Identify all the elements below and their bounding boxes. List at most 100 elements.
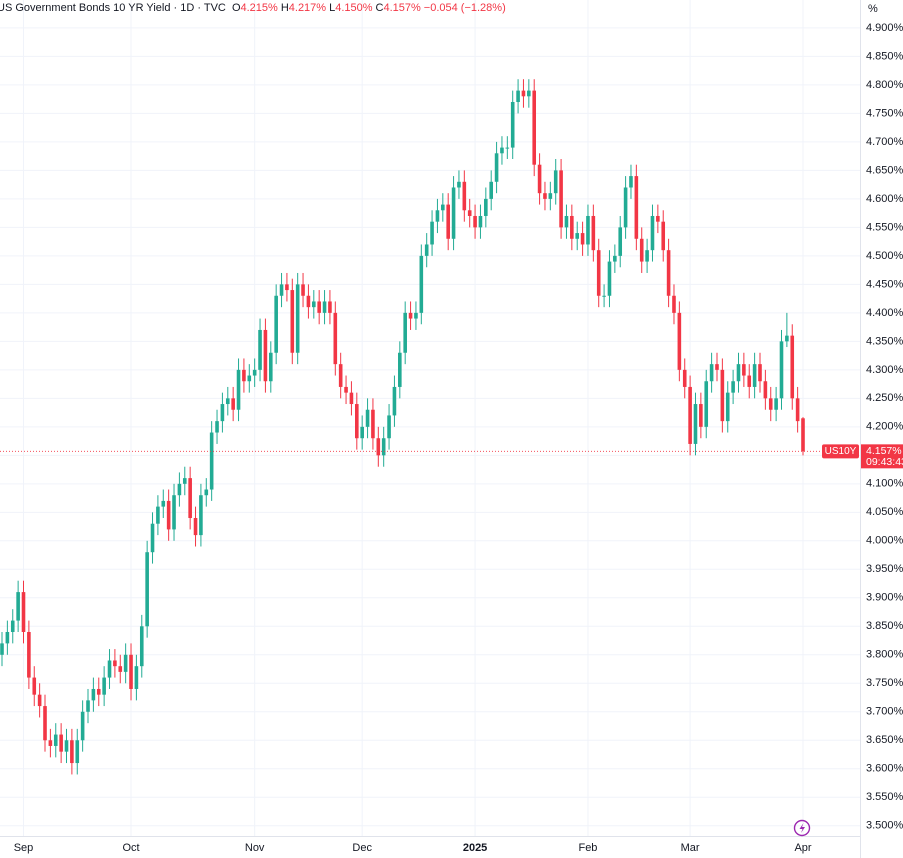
- candle-body: [188, 478, 192, 519]
- y-tick-label: 4.700%: [866, 136, 903, 148]
- candle-body: [580, 233, 585, 245]
- candle-body: [731, 381, 735, 393]
- candle-body: [505, 147, 510, 149]
- candle-body: [166, 500, 171, 530]
- candle-body: [252, 369, 257, 376]
- candle-body: [403, 312, 407, 353]
- candle-body: [328, 301, 332, 313]
- candle-body: [408, 312, 413, 319]
- candle-body: [779, 341, 784, 399]
- candle-body: [596, 250, 601, 296]
- y-tick-label: 4.400%: [866, 307, 903, 319]
- candle-body: [677, 312, 682, 370]
- candle-body: [473, 215, 477, 228]
- candle-body: [543, 193, 547, 199]
- candle-body: [32, 677, 37, 695]
- candle-body: [5, 631, 10, 644]
- candle-body: [21, 592, 26, 632]
- candle-body: [123, 654, 128, 672]
- candle-body: [215, 421, 219, 433]
- candle-body: [801, 418, 805, 452]
- change: −0.054 (−1.28%): [423, 2, 506, 14]
- candle-body: [570, 215, 574, 239]
- candle-body: [752, 364, 757, 387]
- candle-body: [53, 734, 58, 746]
- candle-body: [161, 500, 166, 507]
- candle-body: [634, 176, 639, 239]
- x-tick-label: Nov: [245, 842, 265, 854]
- candle-body: [661, 221, 666, 251]
- y-tick-label: 3.500%: [866, 820, 903, 832]
- candle-body: [311, 301, 316, 308]
- candle-body: [16, 592, 20, 621]
- y-tick-label: 3.850%: [866, 620, 903, 632]
- y-tick-label: 4.050%: [866, 506, 903, 518]
- candle-body: [193, 518, 198, 536]
- candle-body: [290, 290, 295, 353]
- candle-body: [435, 210, 440, 222]
- ohlc-label: H: [280, 2, 289, 14]
- candle-body: [607, 261, 612, 296]
- ohlc-value: 4.150%: [335, 2, 373, 14]
- candle-body: [10, 620, 15, 632]
- candle-body: [704, 381, 709, 427]
- candle-body: [172, 495, 176, 530]
- candle-body: [559, 170, 563, 228]
- candle-body: [446, 204, 450, 239]
- candle-body: [220, 404, 225, 422]
- candle-body: [613, 255, 617, 262]
- candle-body: [532, 90, 537, 165]
- candle-body: [500, 147, 504, 154]
- candle-body: [182, 478, 187, 484]
- candle-body: [204, 489, 209, 496]
- candle-body: [715, 364, 719, 370]
- candle-body: [795, 398, 800, 422]
- ohlc-label: L: [329, 2, 336, 14]
- ohlc-value: 4.215%: [240, 2, 278, 14]
- candle-body: [623, 187, 628, 228]
- candle-body: [295, 284, 300, 353]
- y-tick-label: 3.900%: [866, 592, 903, 604]
- candle-body: [150, 523, 155, 553]
- candle-body: [381, 438, 386, 456]
- candle-body: [521, 90, 526, 97]
- candle-body: [102, 677, 106, 695]
- candle-body: [376, 438, 381, 456]
- y-tick-label: 3.800%: [866, 649, 903, 661]
- ohlc-label: O: [231, 2, 241, 14]
- candle-body: [548, 193, 553, 199]
- candle-body: [317, 301, 321, 313]
- candle-body: [48, 740, 53, 746]
- candle-body: [688, 386, 692, 444]
- y-tick-label: 4.000%: [866, 535, 903, 547]
- candle-body: [355, 404, 359, 439]
- candle-body: [742, 364, 746, 376]
- candle-body: [467, 210, 472, 216]
- y-tick-label: 4.850%: [866, 50, 903, 62]
- candle-body: [451, 187, 456, 239]
- candle-body: [263, 329, 268, 382]
- ohlc-label: C: [375, 2, 384, 14]
- ohlc-value: 4.217%: [288, 2, 327, 14]
- candle-body: [279, 284, 284, 296]
- candle-body: [768, 398, 773, 410]
- x-tick-label: Dec: [352, 842, 372, 854]
- candle-body: [139, 626, 144, 667]
- replay-icon[interactable]: [793, 819, 811, 837]
- candle-body: [43, 706, 47, 741]
- candle-body: [360, 426, 364, 439]
- candle-body: [629, 176, 633, 188]
- candle-body: [484, 198, 488, 216]
- candle-body: [564, 215, 569, 228]
- candle-body: [586, 215, 590, 245]
- legend-title: US Government Bonds 10 YR Yield · 1D · T…: [0, 2, 226, 14]
- candle-body: [86, 700, 90, 712]
- price-tag-bg: [861, 444, 903, 469]
- candle-body: [37, 694, 42, 707]
- candle-body: [387, 415, 391, 439]
- candle-body: [591, 215, 596, 251]
- candle-body: [231, 398, 235, 410]
- candle-body: [672, 295, 676, 313]
- candle-body: [516, 90, 520, 103]
- candle-body: [419, 255, 424, 313]
